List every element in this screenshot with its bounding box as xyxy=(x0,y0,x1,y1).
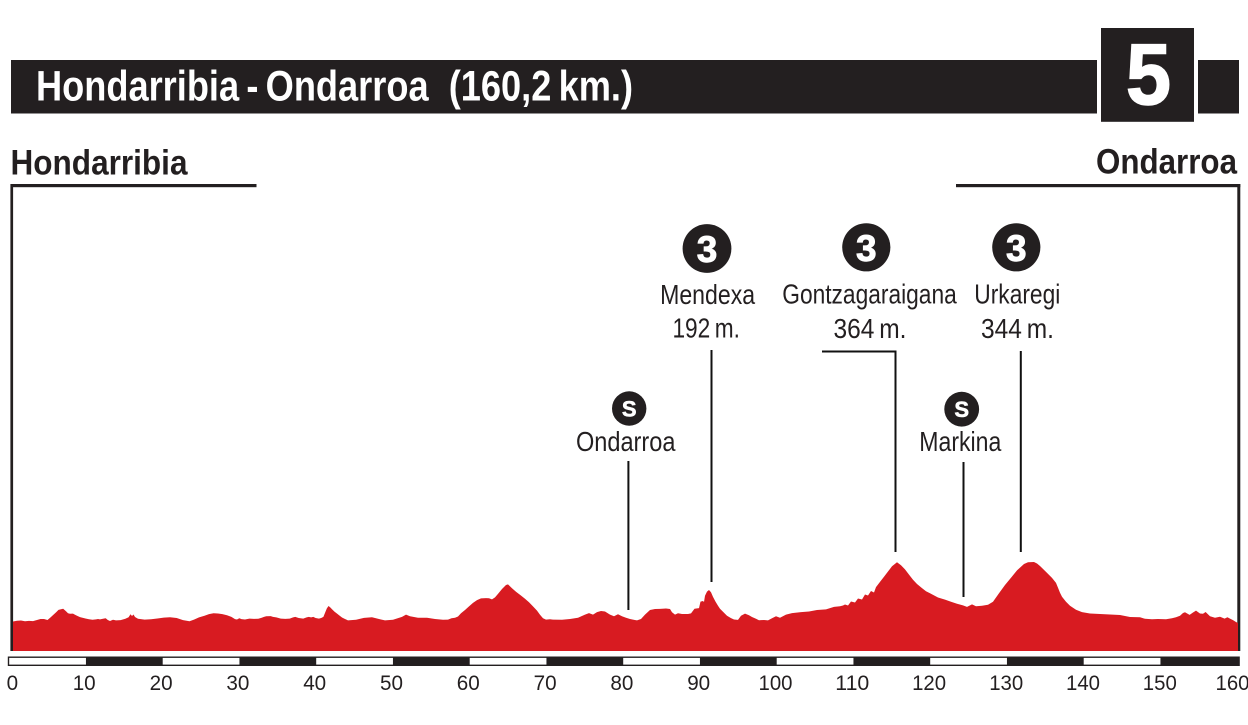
svg-text:Ondarroa: Ondarroa xyxy=(576,426,676,457)
svg-text:5: 5 xyxy=(1126,27,1171,123)
svg-text:364 m.: 364 m. xyxy=(834,313,907,344)
svg-text:0: 0 xyxy=(7,671,19,695)
svg-text:120: 120 xyxy=(912,671,946,695)
svg-text:10: 10 xyxy=(73,671,96,695)
svg-text:90: 90 xyxy=(687,671,710,695)
svg-text:130: 130 xyxy=(989,671,1023,695)
svg-text:Gontzagaraigana: Gontzagaraigana xyxy=(782,279,957,310)
svg-text:40: 40 xyxy=(303,671,326,695)
svg-text:3: 3 xyxy=(1006,228,1027,269)
svg-text:Hondarribia: Hondarribia xyxy=(11,143,188,183)
svg-text:3: 3 xyxy=(856,228,877,269)
svg-text:160: 160 xyxy=(1216,671,1248,695)
svg-text:S: S xyxy=(954,397,969,422)
svg-text:30: 30 xyxy=(226,671,249,695)
svg-text:192 m.: 192 m. xyxy=(672,313,740,344)
svg-text:20: 20 xyxy=(150,671,173,695)
svg-text:Hondarribia - Ondarroa (160,2: Hondarribia - Ondarroa (160,2 km.) xyxy=(36,64,633,111)
svg-text:100: 100 xyxy=(759,671,793,695)
svg-text:50: 50 xyxy=(380,671,403,695)
svg-text:S: S xyxy=(622,397,637,422)
svg-text:60: 60 xyxy=(457,671,480,695)
svg-text:150: 150 xyxy=(1143,671,1177,695)
svg-text:Markina: Markina xyxy=(919,426,1001,457)
svg-text:Mendexa: Mendexa xyxy=(660,279,755,310)
svg-text:Urkaregi: Urkaregi xyxy=(974,279,1060,310)
svg-text:344 m.: 344 m. xyxy=(981,313,1054,344)
svg-text:110: 110 xyxy=(835,671,869,695)
svg-text:Ondarroa: Ondarroa xyxy=(1096,142,1237,182)
svg-text:3: 3 xyxy=(697,229,718,270)
svg-text:70: 70 xyxy=(534,671,557,695)
svg-text:80: 80 xyxy=(610,671,633,695)
svg-text:140: 140 xyxy=(1066,671,1100,695)
